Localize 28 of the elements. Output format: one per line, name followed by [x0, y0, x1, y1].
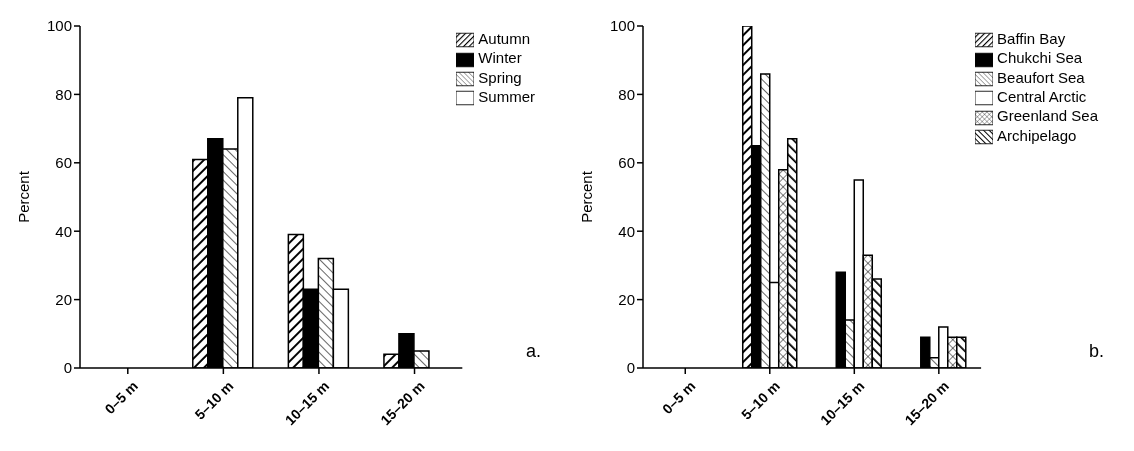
- legend-label: Greenland Sea: [997, 107, 1098, 125]
- y-tick-label: 0: [63, 359, 72, 377]
- text: b.: [1088, 341, 1104, 362]
- y-axis-title: Percent: [15, 170, 33, 223]
- legend-label: Baffin Bay: [997, 30, 1066, 47]
- x-tick-label: 0–5 m: [101, 377, 141, 418]
- y-tick-label: 80: [55, 85, 72, 103]
- legend-label: Archipelago: [997, 126, 1077, 144]
- legend-label: Spring: [478, 68, 522, 86]
- legend-label: Summer: [478, 87, 535, 105]
- y-tick-label: 20: [618, 290, 635, 308]
- y-tick-label: 0: [626, 359, 635, 377]
- legend-label: Beaufort Sea: [997, 68, 1085, 86]
- y-tick-label: 40: [618, 222, 635, 240]
- y-tick-label: 80: [618, 85, 635, 103]
- text: a.: [525, 341, 541, 362]
- y-tick-label: 20: [55, 290, 72, 308]
- legend-label: Winter: [478, 49, 522, 67]
- y-tick-label: 100: [46, 17, 72, 35]
- x-tick-label: 0–5 m: [659, 377, 699, 418]
- y-tick-label: 40: [55, 222, 72, 240]
- y-axis-title: Percent: [578, 170, 596, 223]
- y-tick-label: 60: [618, 154, 635, 172]
- y-tick-label: 60: [55, 154, 72, 172]
- legend-label: Central Arctic: [997, 87, 1087, 105]
- y-tick-label: 100: [609, 17, 635, 35]
- legend-label: Chukchi Sea: [997, 49, 1083, 67]
- legend-label: Autumn: [478, 30, 531, 47]
